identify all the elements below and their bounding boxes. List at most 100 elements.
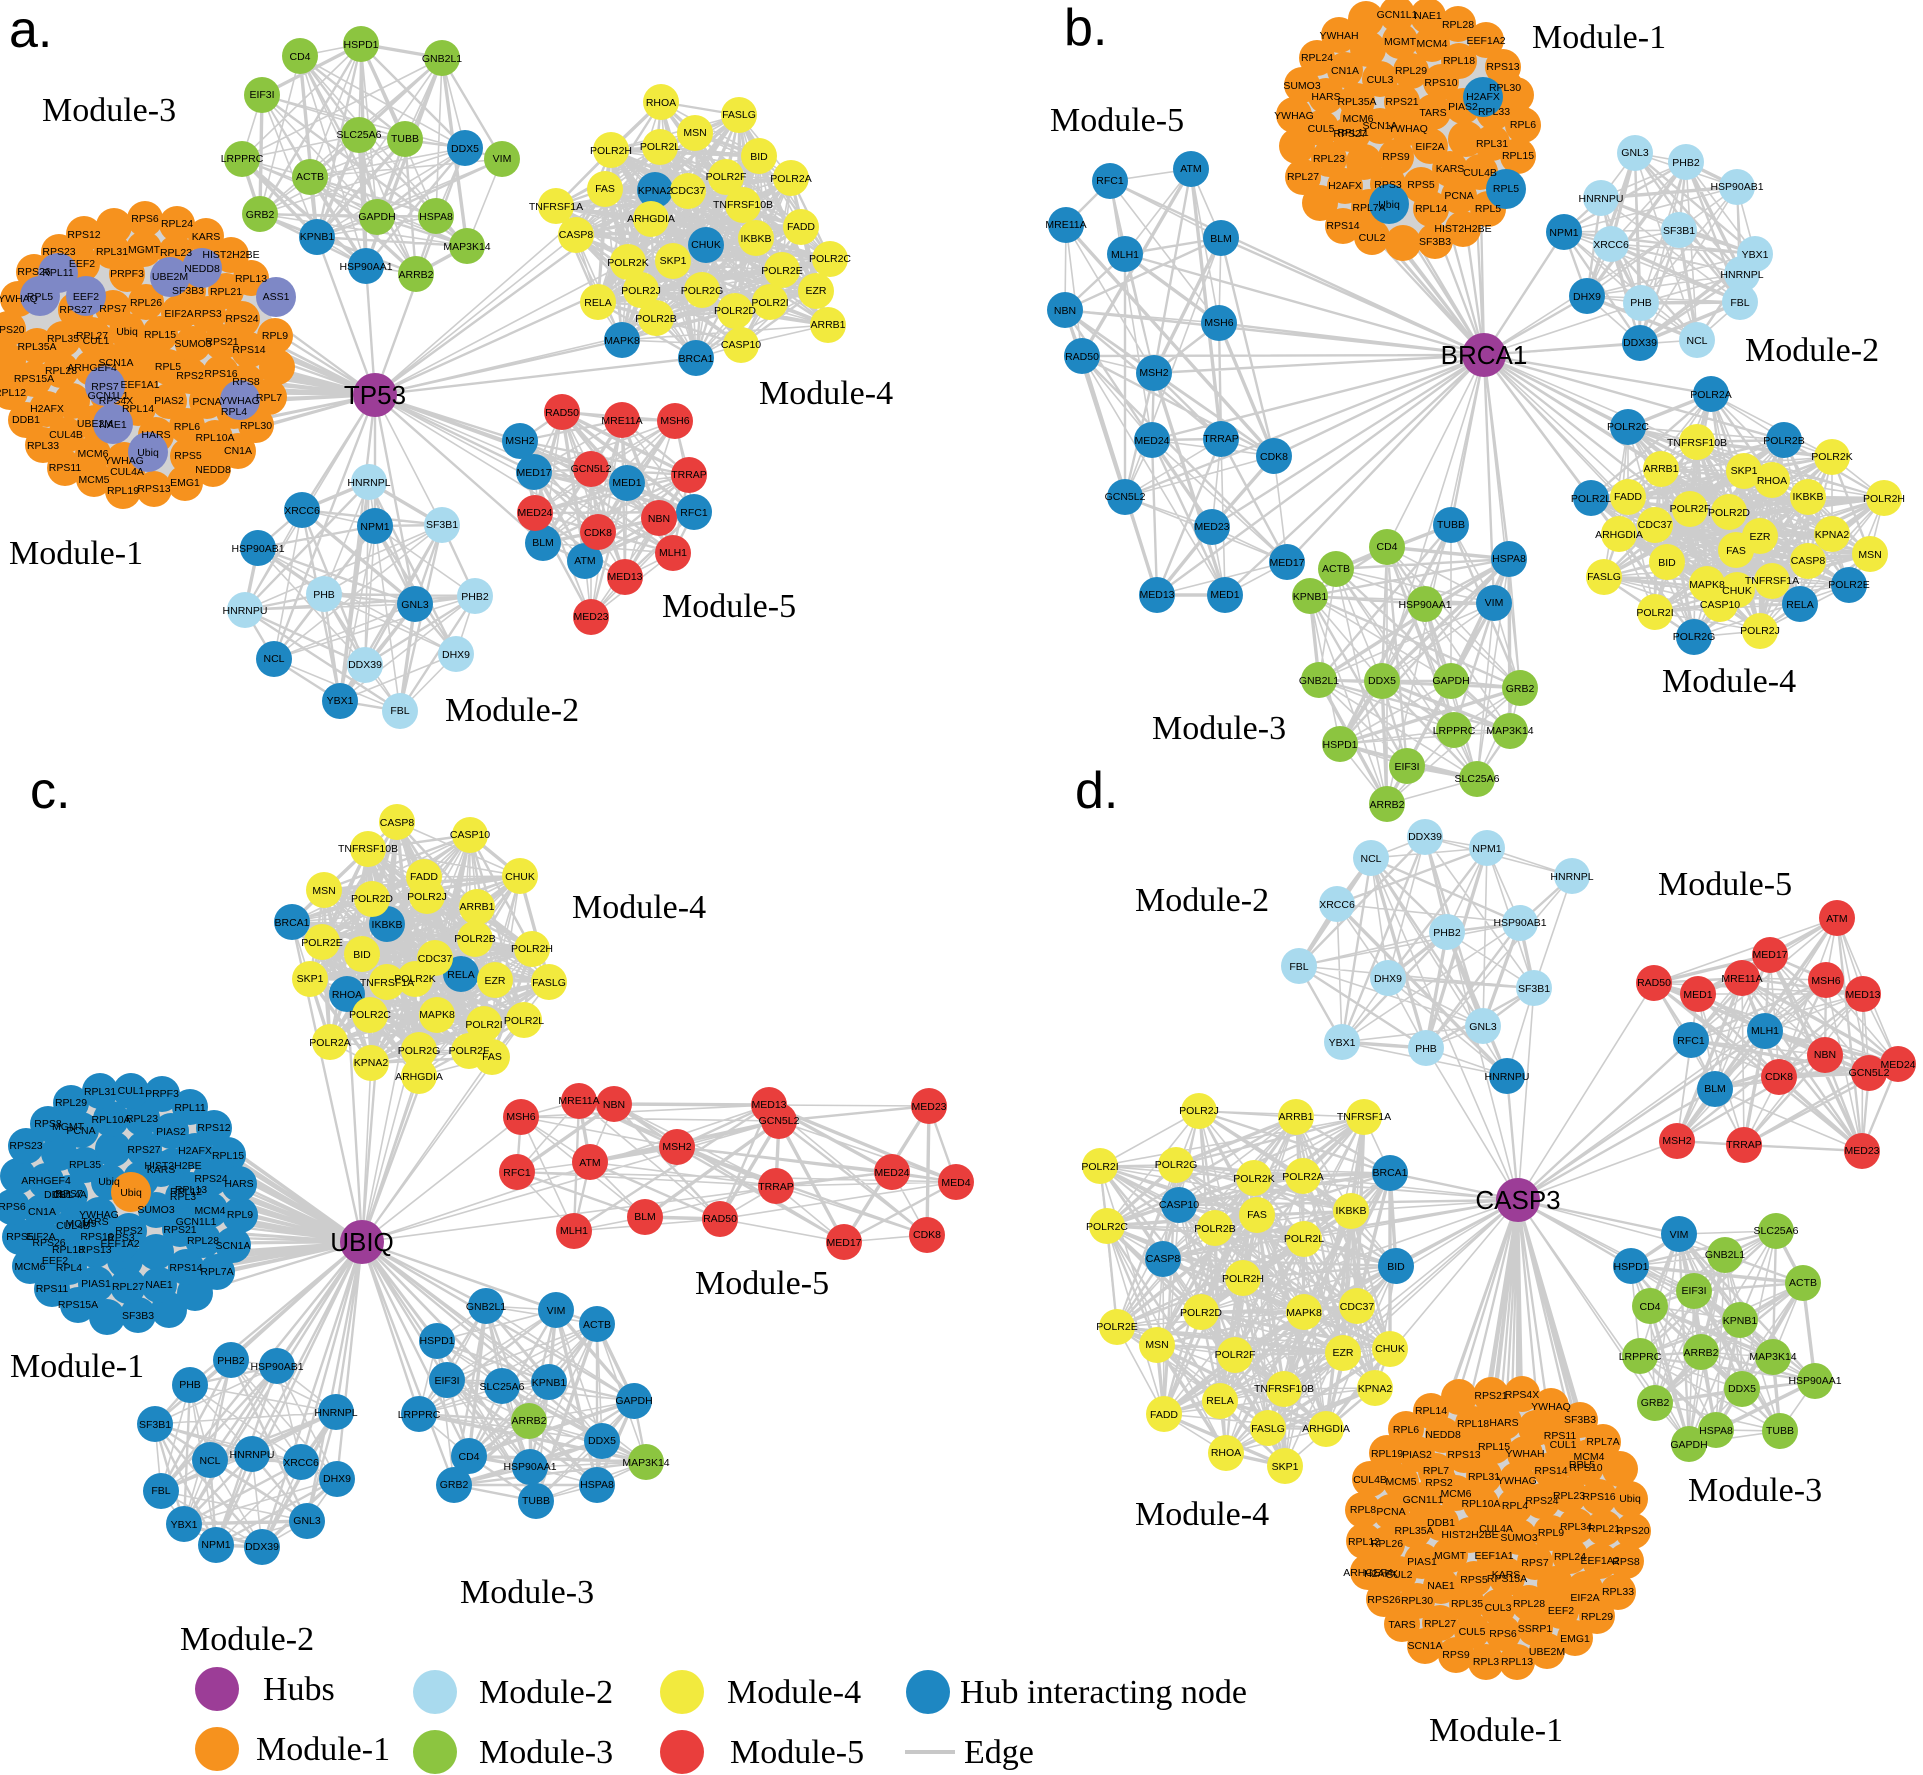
svg-text:POLR2I: POLR2I [1081,1161,1118,1173]
svg-text:HSP90AB1: HSP90AB1 [1710,181,1763,193]
svg-text:RPL11: RPL11 [42,267,73,279]
svg-text:MED24: MED24 [874,1167,909,1179]
svg-text:POLR2E: POLR2E [1096,1321,1137,1333]
svg-text:CDK8: CDK8 [1765,1071,1793,1083]
svg-text:RFC1: RFC1 [1677,1035,1705,1047]
svg-text:HIST2H2BE: HIST2H2BE [144,1160,201,1172]
svg-text:Module-3: Module-3 [1688,1472,1822,1509]
svg-text:ACTB: ACTB [583,1319,611,1331]
svg-text:BID: BID [750,151,768,163]
svg-text:RPL10A: RPL10A [1461,1498,1500,1510]
svg-text:HSPD1: HSPD1 [419,1335,454,1347]
svg-text:PHB2: PHB2 [1672,157,1700,169]
svg-text:RPS16: RPS16 [1582,1491,1615,1503]
svg-text:SF3B1: SF3B1 [1518,983,1550,995]
svg-text:RPL9: RPL9 [262,330,288,342]
svg-text:MRE11A: MRE11A [558,1095,599,1107]
svg-text:PCNA: PCNA [1444,190,1473,202]
svg-text:VIM: VIM [1485,597,1504,609]
svg-text:RPS3: RPS3 [194,308,222,320]
svg-text:SUMO3: SUMO3 [137,1204,175,1216]
svg-text:EEF1A2: EEF1A2 [1466,35,1505,47]
svg-text:RPL5: RPL5 [155,361,181,373]
svg-text:RHOA: RHOA [1211,1447,1241,1459]
svg-text:HNRNPU: HNRNPU [230,1449,275,1461]
svg-text:EEF2: EEF2 [73,291,99,303]
svg-text:ACTB: ACTB [1789,1277,1817,1289]
svg-text:GCN5L2: GCN5L2 [759,1115,800,1127]
svg-text:RPS23: RPS23 [9,1140,42,1152]
svg-text:POLR2H: POLR2H [590,145,632,157]
svg-text:VIM: VIM [493,153,512,165]
svg-text:RPL28: RPL28 [1513,1598,1545,1610]
svg-text:SCN1A: SCN1A [1407,1640,1442,1652]
svg-text:POLR2C: POLR2C [349,1009,391,1021]
svg-text:MCM6: MCM6 [15,1261,46,1273]
svg-text:EEF1A1: EEF1A1 [120,379,159,391]
svg-text:H2AFX: H2AFX [178,1145,212,1157]
svg-text:POLR2K: POLR2K [607,257,648,269]
svg-text:SCN1A: SCN1A [1362,120,1397,132]
svg-text:RPL5: RPL5 [1475,203,1501,215]
svg-text:RPS15A: RPS15A [1487,1573,1527,1585]
svg-text:NBN: NBN [603,1099,625,1111]
svg-text:TNFRSF1A: TNFRSF1A [360,977,414,989]
svg-text:ARHGDIA: ARHGDIA [627,213,675,225]
svg-text:Module-1: Module-1 [256,1731,390,1768]
svg-text:PRPF3: PRPF3 [145,1088,179,1100]
svg-text:CASP8: CASP8 [559,229,594,241]
svg-text:RFC1: RFC1 [1096,175,1124,187]
svg-text:BLM: BLM [532,537,554,549]
svg-text:SF3B3: SF3B3 [1564,1414,1596,1426]
svg-text:YWHAH: YWHAH [1505,1448,1544,1460]
svg-text:CUL2: CUL2 [1386,1569,1413,1581]
svg-text:RFC1: RFC1 [680,507,708,519]
svg-text:CDC37: CDC37 [418,953,453,965]
svg-text:RPL35A: RPL35A [1337,96,1376,108]
svg-text:RPL5: RPL5 [1569,1459,1595,1471]
svg-text:TNFRSF1A: TNFRSF1A [1745,575,1799,587]
svg-text:RPS5: RPS5 [1460,1574,1488,1586]
svg-text:RPS15A: RPS15A [14,373,54,385]
svg-text:HNRNPU: HNRNPU [1485,1071,1530,1083]
svg-text:MRE11A: MRE11A [601,415,642,427]
svg-text:CD4: CD4 [1376,541,1397,553]
svg-text:MSH6: MSH6 [1811,975,1840,987]
svg-text:FASLG: FASLG [532,977,566,989]
svg-text:CN1A: CN1A [224,445,252,457]
svg-text:FADD: FADD [1614,491,1642,503]
svg-text:GCN1L1: GCN1L1 [88,390,129,402]
svg-text:GRB2: GRB2 [1506,683,1535,695]
svg-text:RPL15: RPL15 [1478,1441,1510,1453]
svg-text:Module-5: Module-5 [662,588,796,625]
svg-text:RAD50: RAD50 [703,1213,737,1225]
svg-text:YWHAH: YWHAH [1319,30,1358,42]
svg-text:TNFRSF10B: TNFRSF10B [713,199,773,211]
svg-text:CASP8: CASP8 [1146,1253,1181,1265]
svg-text:NAE1: NAE1 [1414,10,1442,22]
svg-text:CUL4B: CUL4B [56,1220,90,1232]
svg-text:RPL33: RPL33 [1478,106,1510,118]
svg-text:RELA: RELA [584,297,611,309]
svg-text:HARS: HARS [1311,91,1340,103]
svg-text:GCN5L2: GCN5L2 [571,463,612,475]
svg-text:NCL: NCL [1360,853,1381,865]
svg-text:MSH2: MSH2 [1139,367,1168,379]
svg-text:ARRB2: ARRB2 [511,1415,546,1427]
svg-text:PIAS1: PIAS1 [81,1278,111,1290]
svg-text:CASP10: CASP10 [721,339,761,351]
svg-text:MSH2: MSH2 [662,1141,691,1153]
svg-text:LRPPRC: LRPPRC [221,153,264,165]
svg-text:RPL12: RPL12 [170,1186,202,1198]
svg-text:CUL1: CUL1 [118,1085,145,1097]
svg-text:BID: BID [353,949,371,961]
svg-text:SF3B1: SF3B1 [426,519,458,531]
svg-text:RPS27: RPS27 [59,304,92,316]
svg-text:GAPDH: GAPDH [615,1395,652,1407]
svg-text:EEF2: EEF2 [1548,1605,1574,1617]
svg-text:RPS2: RPS2 [176,370,204,382]
svg-text:RFC1: RFC1 [503,1167,531,1179]
svg-text:SLC25A6: SLC25A6 [1754,1225,1799,1237]
svg-text:HARS: HARS [1489,1417,1518,1429]
svg-text:Module-2: Module-2 [1135,882,1269,919]
